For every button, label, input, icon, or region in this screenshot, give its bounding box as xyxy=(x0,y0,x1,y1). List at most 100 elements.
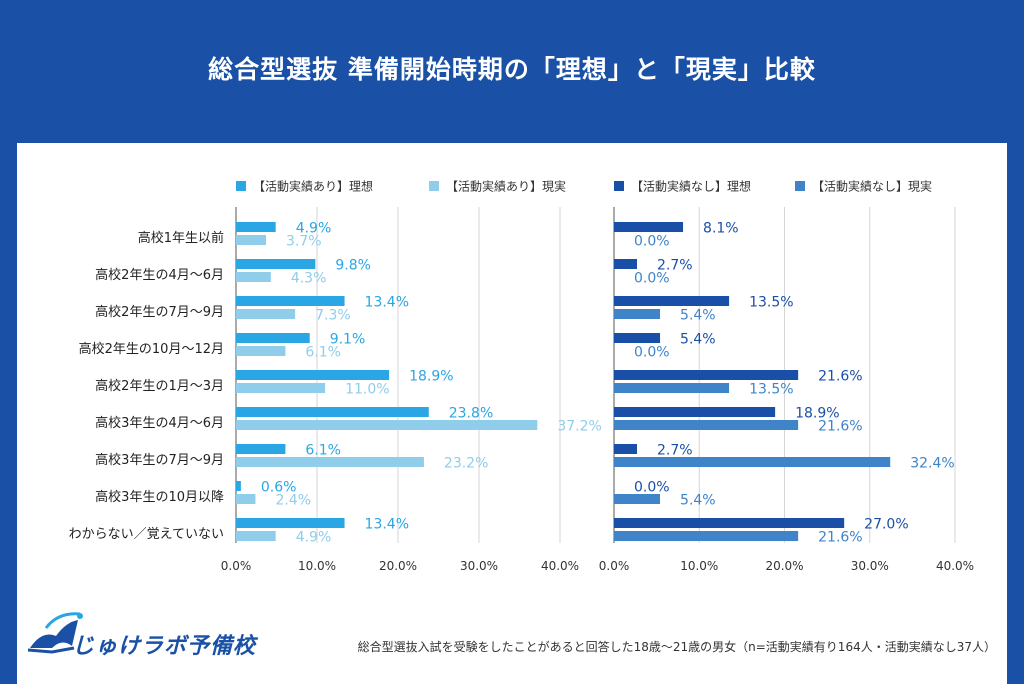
legend-label: 【活動実績なし】理想 xyxy=(631,179,751,194)
category-label: 高校2年生の1月〜3月 xyxy=(95,378,224,394)
footnote: 総合型選抜入試を受験をしたことがあると回答した18歳〜21歳の男女（n=活動実績… xyxy=(357,640,996,654)
data-label: 2.7% xyxy=(657,443,693,459)
bar xyxy=(236,309,296,319)
bar xyxy=(236,383,326,393)
data-label: 0.0% xyxy=(634,234,670,250)
data-label: 0.0% xyxy=(634,271,670,287)
bar xyxy=(614,333,661,343)
bar xyxy=(236,481,241,491)
bar xyxy=(236,296,345,306)
chart-panel: 高校1年生以前高校2年生の4月〜6月 高校2年生の7月〜9月高校2年生の10月〜1… xyxy=(17,143,1007,684)
bar xyxy=(614,222,684,232)
bar xyxy=(236,333,310,343)
x-tick-label: 0.0% xyxy=(221,559,252,573)
bar xyxy=(236,407,429,417)
x-tick-label: 0.0% xyxy=(599,559,630,573)
data-label: 6.1% xyxy=(305,443,341,459)
data-label: 13.4% xyxy=(365,517,409,533)
category-label: 高校3年生の10月以降 xyxy=(95,489,224,505)
data-label: 0.0% xyxy=(634,480,670,496)
data-label: 7.3% xyxy=(315,308,351,324)
bar xyxy=(236,531,276,541)
legend-swatch xyxy=(795,181,805,191)
x-tick-label: 20.0% xyxy=(765,559,803,573)
data-label: 2.7% xyxy=(657,258,693,274)
bar xyxy=(614,494,661,504)
data-label: 0.6% xyxy=(261,480,297,496)
data-label: 11.0% xyxy=(345,382,389,398)
data-label: 13.4% xyxy=(365,295,409,311)
bar xyxy=(236,346,286,356)
data-label: 21.6% xyxy=(818,530,862,546)
legend-label: 【活動実績あり】理想 xyxy=(253,179,373,194)
category-label: わからない／覚えていない xyxy=(69,527,224,542)
data-label: 3.7% xyxy=(286,234,322,250)
bar xyxy=(236,420,538,430)
bar xyxy=(614,309,661,319)
x-tick-label: 40.0% xyxy=(541,559,579,573)
legend-label: 【活動実績なし】現実 xyxy=(812,179,932,194)
bar xyxy=(236,518,345,528)
x-tick-label: 10.0% xyxy=(298,559,336,573)
bar xyxy=(614,420,799,430)
data-label: 23.8% xyxy=(449,406,493,422)
data-label: 4.9% xyxy=(296,530,332,546)
legend-swatch xyxy=(614,181,624,191)
category-label: 高校3年生の4月〜6月 xyxy=(95,415,224,431)
data-label: 4.9% xyxy=(296,221,332,237)
category-label: 高校2年生の10月〜12月 xyxy=(79,341,224,357)
bar xyxy=(236,259,316,269)
data-label: 5.4% xyxy=(680,332,716,348)
bar xyxy=(236,235,266,245)
data-label: 9.8% xyxy=(335,258,371,274)
data-label: 21.6% xyxy=(818,369,862,385)
data-label: 5.4% xyxy=(680,493,716,509)
x-tick-label: 40.0% xyxy=(936,559,974,573)
bar xyxy=(614,444,638,454)
brand-logo-text: じゅけラボ予備校 xyxy=(72,634,257,659)
bar xyxy=(614,518,845,528)
category-label: 高校1年生以前 xyxy=(138,230,224,246)
bar xyxy=(236,444,286,454)
brand-logo-icon xyxy=(27,612,83,654)
data-label: 8.1% xyxy=(703,221,739,237)
x-tick-label: 30.0% xyxy=(851,559,889,573)
data-label: 21.6% xyxy=(818,419,862,435)
page-title: 総合型選抜 準備開始時期の「理想」と「現実」比較 xyxy=(208,55,816,84)
data-label: 37.2% xyxy=(557,419,601,435)
x-tick-label: 20.0% xyxy=(379,559,417,573)
legend-swatch xyxy=(236,181,246,191)
chart-svg: 高校1年生以前高校2年生の4月〜6月高校2年生の7月〜9月高校2年生の10月〜1… xyxy=(69,179,974,574)
data-label: 23.2% xyxy=(444,456,488,472)
data-label: 6.1% xyxy=(305,345,341,361)
category-label: 高校2年生の7月〜9月 xyxy=(95,304,224,320)
data-label: 13.5% xyxy=(749,382,793,398)
data-label: 27.0% xyxy=(864,517,908,533)
data-label: 2.4% xyxy=(275,493,311,509)
bar xyxy=(614,457,891,467)
data-label: 18.9% xyxy=(795,406,839,422)
bar xyxy=(614,407,776,417)
data-label: 0.0% xyxy=(634,345,670,361)
bar xyxy=(236,370,390,380)
data-label: 18.9% xyxy=(409,369,453,385)
data-label: 5.4% xyxy=(680,308,716,324)
bar xyxy=(236,457,424,467)
legend-label: 【活動実績あり】現実 xyxy=(446,179,566,194)
bar xyxy=(614,259,638,269)
data-label: 32.4% xyxy=(910,456,954,472)
bar xyxy=(236,494,256,504)
data-label: 9.1% xyxy=(330,332,366,348)
category-label: 高校3年生の7月〜9月 xyxy=(95,452,224,468)
x-tick-label: 10.0% xyxy=(680,559,718,573)
bar xyxy=(236,222,276,232)
bar xyxy=(614,531,799,541)
data-label: 4.3% xyxy=(291,271,327,287)
bar xyxy=(614,370,799,380)
bar xyxy=(236,272,271,282)
legend-swatch xyxy=(429,181,439,191)
bar xyxy=(614,296,730,306)
category-label: 高校2年生の4月〜6月 xyxy=(95,267,224,283)
bar xyxy=(614,383,730,393)
x-tick-label: 30.0% xyxy=(460,559,498,573)
